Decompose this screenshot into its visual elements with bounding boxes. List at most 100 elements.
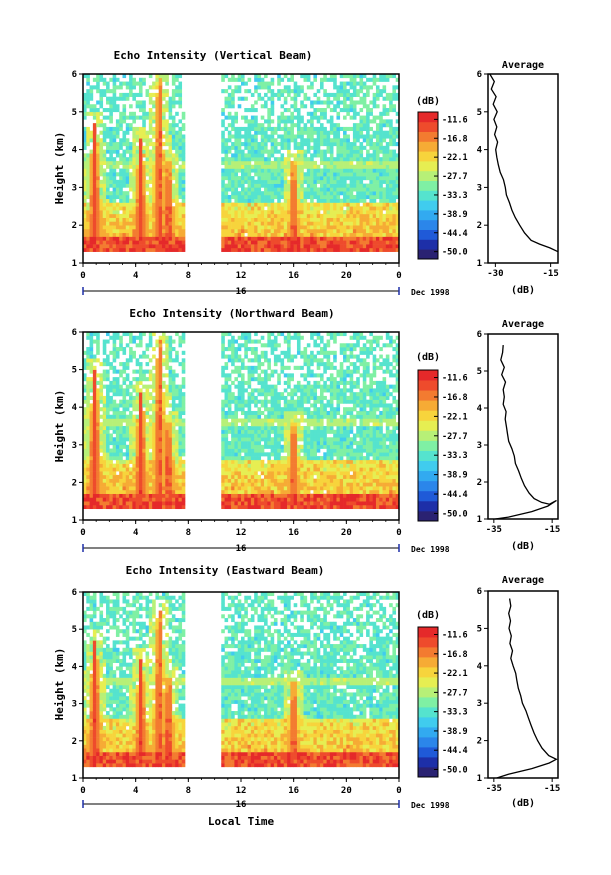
heatmap-cell xyxy=(336,130,341,135)
heatmap-cell xyxy=(171,160,176,166)
heatmap-cell xyxy=(109,111,113,116)
heatmap-cell xyxy=(392,74,397,79)
heatmap-cell xyxy=(175,350,179,355)
heatmap-cell xyxy=(227,111,232,116)
heatmap-cell xyxy=(392,206,397,211)
heatmap-cell xyxy=(155,410,160,416)
heatmap-cell xyxy=(221,459,225,464)
heatmap-cell xyxy=(237,437,242,442)
heatmap-cell xyxy=(148,395,153,400)
heatmap-cell xyxy=(372,202,377,207)
heatmap-cell xyxy=(320,236,324,241)
heatmap-cell xyxy=(310,210,314,215)
heatmap-cell xyxy=(122,426,127,431)
heatmap-cell xyxy=(158,89,163,94)
heatmap-cell xyxy=(162,187,166,192)
heatmap-cell xyxy=(372,194,377,200)
heatmap-cell xyxy=(168,157,173,162)
heatmap-cell xyxy=(359,164,364,169)
heatmap-cell xyxy=(234,395,239,400)
heatmap-cell xyxy=(270,108,275,113)
heatmap-cell xyxy=(135,213,140,218)
heatmap-cell xyxy=(290,198,294,203)
heatmap-cell xyxy=(171,247,176,252)
heatmap-cell xyxy=(389,119,393,124)
heatmap-cell xyxy=(158,388,163,393)
heatmap-cell xyxy=(293,247,298,252)
heatmap-cell xyxy=(99,433,104,438)
heatmap-cell xyxy=(320,191,324,196)
heatmap-cell xyxy=(293,217,298,222)
heatmap-cell xyxy=(162,332,166,337)
heatmap-cell xyxy=(264,247,268,252)
heatmap-cell xyxy=(115,134,120,139)
heatmap-cell xyxy=(352,236,357,241)
heatmap-cell xyxy=(287,210,291,215)
heatmap-cell xyxy=(389,228,393,234)
heatmap-cell xyxy=(320,194,324,200)
heatmap-cell xyxy=(254,134,258,139)
heatmap-cell xyxy=(346,198,350,203)
heatmap-cell xyxy=(155,467,160,472)
heatmap-cell xyxy=(333,240,337,245)
heatmap-cell xyxy=(234,426,239,431)
heatmap-cell xyxy=(336,240,341,245)
heatmap-cell xyxy=(254,149,258,154)
heatmap-cell xyxy=(320,130,324,135)
heatmap-cell xyxy=(323,100,327,105)
heatmap-cell xyxy=(227,486,232,491)
heatmap-cell xyxy=(175,414,179,419)
heatmap-cell xyxy=(171,221,176,226)
heatmap-cell xyxy=(356,130,360,135)
heatmap-cell xyxy=(231,123,235,128)
heatmap-cell xyxy=(92,399,97,404)
heatmap-cell xyxy=(250,176,255,181)
heatmap-cell xyxy=(135,403,140,408)
heatmap-cell xyxy=(224,482,229,487)
heatmap-cell xyxy=(385,149,390,154)
heatmap-cell xyxy=(138,467,143,472)
heatmap-cell xyxy=(293,96,298,101)
heatmap-cell xyxy=(109,335,113,340)
heatmap-cell xyxy=(132,414,136,419)
heatmap-cell xyxy=(89,96,94,101)
heatmap-cell xyxy=(339,92,344,97)
heatmap-cell xyxy=(181,142,186,147)
heatmap-cell xyxy=(171,134,176,139)
heatmap-cell xyxy=(125,194,130,200)
heatmap-cell xyxy=(231,134,235,139)
heatmap-cell xyxy=(83,160,87,166)
heatmap-cell xyxy=(162,168,166,173)
heatmap-cell xyxy=(142,395,146,400)
heatmap-cell xyxy=(92,221,97,226)
heatmap-cell xyxy=(86,100,90,105)
heatmap-cell xyxy=(142,482,146,487)
heatmap-cell xyxy=(99,489,104,494)
heatmap-cell xyxy=(148,100,153,105)
heatmap-cell xyxy=(175,429,179,434)
heatmap-cell xyxy=(237,407,242,412)
heatmap-cell xyxy=(142,350,146,355)
heatmap-cell xyxy=(254,138,258,143)
heatmap-cell xyxy=(241,236,245,241)
heatmap-cell xyxy=(165,153,169,158)
heatmap-cell xyxy=(234,493,239,498)
heatmap-cell xyxy=(392,168,397,173)
heatmap-cell xyxy=(178,388,183,393)
heatmap-cell xyxy=(135,362,140,367)
heatmap-cell xyxy=(221,130,225,135)
heatmap-cell xyxy=(142,111,146,116)
heatmap-cell xyxy=(148,414,153,419)
heatmap-cell xyxy=(362,213,367,218)
heatmap-cell xyxy=(224,74,229,79)
heatmap-cell xyxy=(382,74,387,79)
heatmap-cell xyxy=(102,410,107,416)
heatmap-cell xyxy=(155,489,160,494)
heatmap-cell xyxy=(129,482,133,487)
heatmap-cell xyxy=(333,232,337,237)
heatmap-cell xyxy=(237,244,242,249)
heatmap-cell xyxy=(254,213,258,218)
heatmap-cell xyxy=(152,221,156,226)
heatmap-cell xyxy=(135,395,140,400)
heatmap-cell xyxy=(175,459,179,464)
